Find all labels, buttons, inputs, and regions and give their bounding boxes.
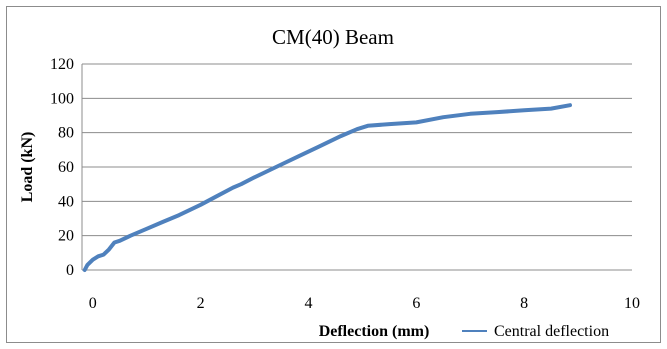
series-line-0 — [82, 103, 572, 272]
y-tick-label: 60 — [58, 159, 74, 176]
chart-title: CM(40) Beam — [272, 25, 394, 49]
y-tick-label: 20 — [58, 228, 74, 245]
x-tick-label: 8 — [520, 295, 528, 312]
x-tick-label: 10 — [624, 295, 640, 312]
y-tick-label: 40 — [58, 193, 74, 210]
y-tick-label: 120 — [50, 56, 74, 73]
y-tick-label: 100 — [50, 90, 74, 107]
y-axis-title: Load (kN) — [19, 132, 36, 203]
gridlines — [82, 63, 632, 237]
y-tick-label: 80 — [58, 125, 74, 142]
chart-frame — [6, 6, 661, 343]
x-tick-label: 0 — [89, 295, 97, 312]
x-tick-labels: 0 2 4 6 8 10 — [89, 295, 640, 312]
y-tick-labels: 0 20 40 60 80 100 120 — [50, 56, 74, 279]
y-tick-label: 0 — [66, 262, 74, 279]
legend-label: Central deflection — [494, 323, 609, 340]
x-tick-label: 4 — [304, 295, 312, 312]
legend: Central deflection — [462, 323, 609, 340]
x-tick-label: 2 — [197, 295, 205, 312]
x-tick-label: 6 — [412, 295, 420, 312]
series-layer — [82, 103, 572, 272]
x-axis-title: Deflection (mm) — [319, 323, 430, 340]
